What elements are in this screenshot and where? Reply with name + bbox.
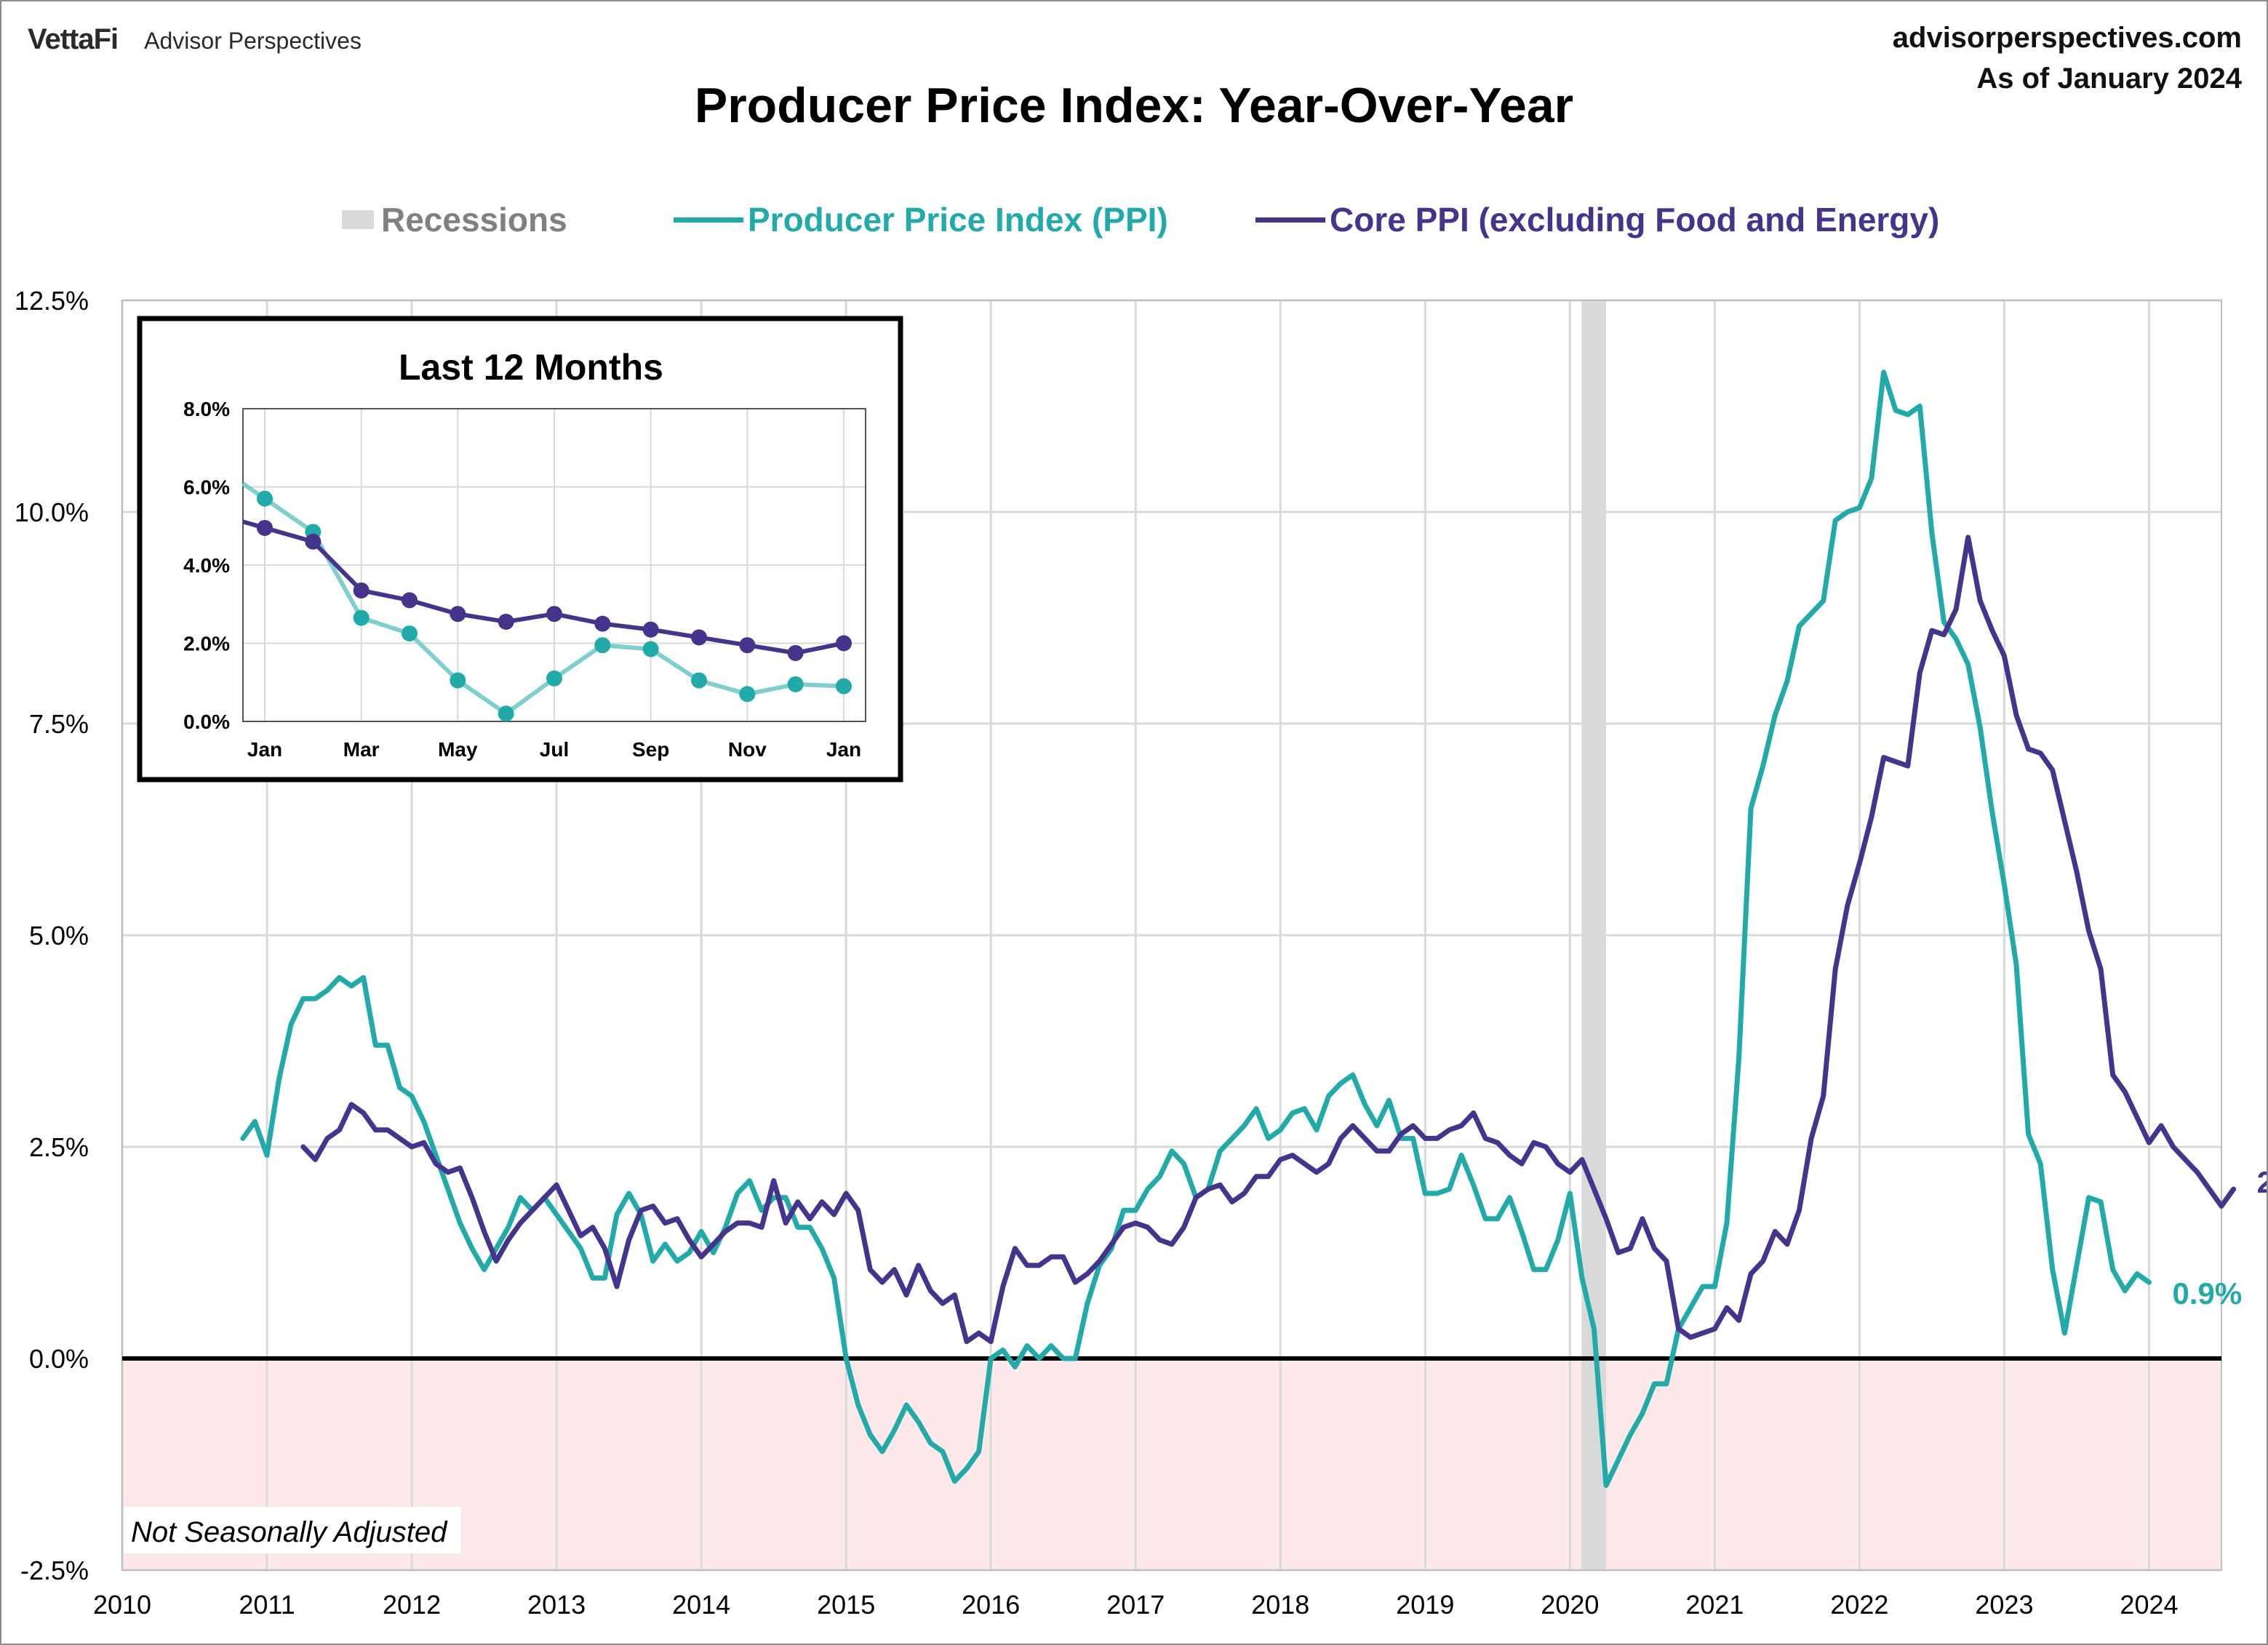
inset-plot-frame	[242, 408, 866, 722]
inset-core-ppi-point	[546, 606, 562, 623]
inset-ppi-point	[402, 625, 418, 642]
inset-title: Last 12 Months	[399, 347, 663, 388]
x-tick-label: 2020	[1541, 1590, 1599, 1620]
inset-x-tick-label: May	[438, 738, 478, 761]
inset-core-ppi-point	[739, 637, 756, 654]
inset-y-tick-label: 0.0%	[183, 711, 230, 733]
inset-ppi-line	[241, 481, 844, 716]
y-tick-label: -2.5%	[20, 1556, 89, 1585]
inset-core-ppi-point	[787, 644, 804, 661]
inset-x-tick-label: Nov	[728, 738, 767, 761]
brand-header: VettaFi Advisor Perspectives	[28, 23, 362, 56]
legend-swatch-ppi	[674, 217, 743, 223]
inset-ppi-point	[836, 678, 852, 695]
inset-x-tick-label: Jan	[247, 738, 282, 761]
x-tick-label: 2022	[1830, 1590, 1888, 1620]
y-tick-label: 7.5%	[29, 709, 89, 739]
inset-core-ppi-line	[242, 519, 844, 655]
legend-label-core: Core PPI (excluding Food and Energy)	[1330, 201, 1940, 239]
core-ppi-series-line	[300, 535, 2237, 1345]
x-tick-label: 2013	[527, 1590, 586, 1620]
x-tick-label: 2012	[383, 1590, 441, 1620]
y-tick-label: 12.5%	[15, 286, 89, 316]
inset-y-tick-label: 8.0%	[183, 398, 230, 420]
x-tick-label: 2015	[817, 1590, 875, 1620]
inset-ppi-point	[498, 705, 514, 722]
inset-core-ppi-point	[594, 615, 611, 632]
x-tick-label: 2010	[93, 1590, 151, 1620]
inset-chart: Last 12 Months 8.0% 6.0% 4.0% 2.0% 0.0% Jan Mar…	[137, 316, 903, 783]
website-label: advisorperspectives.com	[1892, 22, 2242, 54]
legend-label-ppi: Producer Price Index (PPI)	[748, 201, 1168, 239]
inset-ppi-point	[739, 686, 756, 703]
x-tick-label: 2019	[1396, 1590, 1454, 1620]
inset-core-ppi-point	[498, 613, 514, 630]
inset-x-tick-label: Jul	[540, 738, 569, 761]
y-tick-label: 5.0%	[29, 921, 89, 950]
inset-ppi-point	[353, 609, 370, 626]
legend-label-recessions: Recessions	[381, 201, 567, 239]
plot-frame	[121, 300, 2222, 1571]
legend-item-ppi: Producer Price Index (PPI)	[674, 198, 1168, 241]
inset-core-ppi-point	[305, 533, 322, 550]
x-tick-label: 2021	[1685, 1590, 1744, 1620]
note-background	[124, 1507, 461, 1553]
inset-ppi-point	[787, 676, 804, 692]
ppi-end-label: 0.9%	[2172, 1276, 2242, 1310]
inset-ppi-point	[546, 670, 562, 687]
y-tick-label: 0.0%	[29, 1344, 89, 1374]
brand-logo: VettaFi	[28, 23, 119, 55]
inset-core-ppi-point	[691, 629, 707, 646]
negative-region	[122, 1358, 2221, 1570]
x-tick-label: 2018	[1251, 1590, 1309, 1620]
inset-core-ppi-point	[353, 582, 370, 599]
x-tick-label: 2014	[672, 1590, 730, 1620]
x-tick-label: 2011	[239, 1590, 295, 1620]
x-tick-label: 2024	[2120, 1590, 2178, 1620]
inset-core-ppi-point	[450, 606, 466, 623]
as-of-label: As of January 2024	[1976, 63, 2242, 95]
inset-ppi-point	[450, 672, 466, 689]
legend-item-core: Core PPI (excluding Food and Energy)	[1255, 198, 1939, 241]
inset-y-tick-label: 2.0%	[183, 633, 230, 655]
inset-core-ppi-point	[836, 635, 852, 652]
source-info: advisorperspectives.com As of January 20…	[1893, 17, 2242, 99]
inset-core-ppi-point	[642, 621, 659, 638]
x-tick-label: 2017	[1106, 1590, 1165, 1620]
inset-frame	[137, 316, 903, 783]
y-tick-label: 10.0%	[15, 497, 89, 527]
x-tick-label: 2016	[962, 1590, 1020, 1620]
y-tick-label: 2.5%	[29, 1132, 89, 1162]
x-tick-label: 2023	[1975, 1590, 2033, 1620]
not-seasonally-adjusted-note: Not Seasonally Adjusted	[131, 1516, 448, 1548]
inset-y-tick-label: 6.0%	[183, 476, 230, 499]
inset-x-tick-label: Jan	[826, 738, 861, 761]
inset-y-tick-label: 4.0%	[183, 554, 230, 577]
inset-core-ppi-point	[402, 592, 418, 609]
inset-ppi-point	[691, 672, 707, 689]
legend-item-recessions: Recessions	[342, 198, 567, 241]
legend-swatch-recessions	[342, 210, 374, 229]
chart-title: Producer Price Index: Year-Over-Year	[694, 78, 1574, 133]
inset-ppi-point	[257, 490, 273, 507]
inset-core-ppi-point	[257, 519, 273, 536]
inset-x-tick-label: Mar	[343, 738, 380, 761]
inset-ppi-point	[642, 641, 659, 657]
inset-ppi-point	[594, 637, 611, 654]
brand-name: Advisor Perspectives	[144, 28, 362, 54]
chart-legend: Recessions Producer Price Index (PPI) Co…	[1, 198, 2267, 241]
legend-swatch-core	[1255, 217, 1325, 223]
inset-x-tick-label: Sep	[632, 738, 669, 761]
core-end-label: 2.0%	[2257, 1165, 2267, 1199]
